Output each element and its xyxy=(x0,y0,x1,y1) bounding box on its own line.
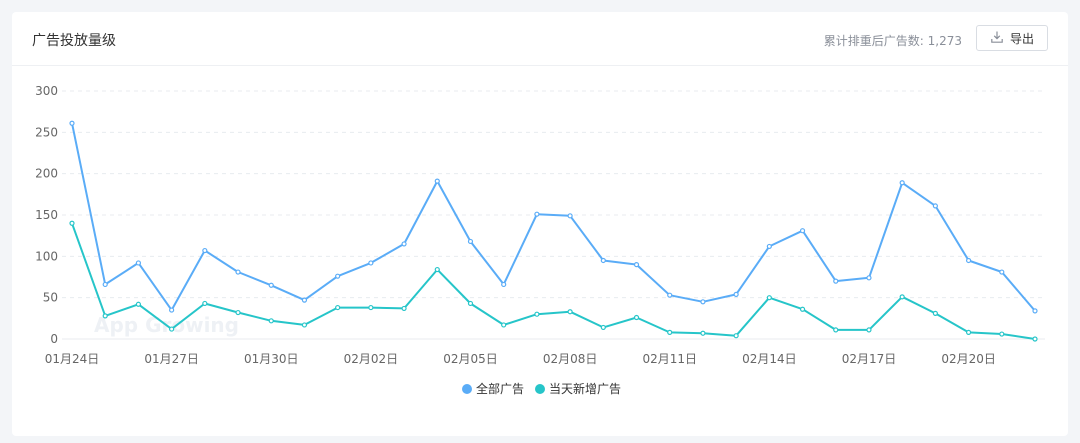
y-tick-label: 150 xyxy=(35,208,58,222)
data-point xyxy=(368,260,374,266)
data-point xyxy=(999,269,1005,275)
data-point xyxy=(467,300,474,307)
data-point xyxy=(202,300,208,307)
data-point xyxy=(700,330,706,336)
card-header: 广告投放量级 累计排重后广告数: 1,273 导出 xyxy=(12,12,1068,66)
export-label: 导出 xyxy=(1009,31,1034,46)
data-point xyxy=(301,297,308,303)
data-point xyxy=(965,257,972,264)
x-tick-label: 02月02日 xyxy=(344,352,399,366)
x-tick-label: 01月27日 xyxy=(144,352,199,366)
dedup-ad-count: 累计排重后广告数: 1,273 xyxy=(823,34,962,48)
data-point xyxy=(633,314,640,321)
card-title: 广告投放量级 xyxy=(32,33,116,49)
data-point xyxy=(667,292,673,298)
data-point xyxy=(733,291,739,297)
y-tick-label: 50 xyxy=(43,291,58,305)
data-point xyxy=(1032,336,1038,342)
y-tick-label: 250 xyxy=(35,125,58,139)
data-point xyxy=(833,278,839,284)
data-point xyxy=(202,247,208,254)
data-point xyxy=(69,220,75,226)
download-icon xyxy=(990,30,1004,47)
data-point xyxy=(965,329,972,335)
data-point xyxy=(833,327,839,333)
data-point xyxy=(69,120,75,126)
y-tick-label: 100 xyxy=(35,249,58,263)
series-line xyxy=(71,122,1036,312)
y-tick-label: 200 xyxy=(35,167,58,181)
data-point xyxy=(600,324,606,331)
data-point xyxy=(700,299,706,305)
data-point xyxy=(335,304,341,311)
data-point xyxy=(135,301,142,307)
data-point xyxy=(268,318,274,324)
data-point xyxy=(401,241,407,247)
legend-label: 当天新增广告 xyxy=(549,381,621,396)
data-point xyxy=(534,211,540,217)
data-point xyxy=(135,260,142,266)
x-tick-label: 01月30日 xyxy=(244,352,299,366)
data-point xyxy=(335,273,341,279)
x-tick-label: 01月24日 xyxy=(45,352,100,366)
data-point xyxy=(932,310,938,316)
data-point xyxy=(799,228,806,234)
data-point xyxy=(401,305,407,312)
x-tick-label: 02月05日 xyxy=(443,352,498,366)
data-point xyxy=(567,213,573,219)
data-point xyxy=(799,306,806,312)
data-point xyxy=(999,331,1005,337)
x-tick-label: 02月20日 xyxy=(941,352,996,366)
y-tick-label: 300 xyxy=(35,84,58,98)
data-point xyxy=(766,243,772,250)
chart-card: 广告投放量级 累计排重后广告数: 1,273 导出 App Growing 0 50… xyxy=(12,12,1068,436)
data-point xyxy=(866,275,872,281)
export-button[interactable]: 导出 xyxy=(976,25,1048,51)
data-point xyxy=(434,266,440,273)
legend-label: 全部广告 xyxy=(476,381,524,396)
legend-marker xyxy=(535,384,545,394)
data-point xyxy=(534,311,540,317)
data-point xyxy=(102,281,108,288)
data-point xyxy=(268,282,274,288)
data-point xyxy=(899,294,905,300)
data-point xyxy=(766,295,772,301)
x-tick-label: 02月08日 xyxy=(543,352,598,366)
data-point xyxy=(866,327,872,333)
x-tick-label: 02月11日 xyxy=(642,352,697,366)
series-line xyxy=(71,222,1036,340)
data-point xyxy=(733,333,739,339)
data-point xyxy=(467,238,474,245)
x-tick-label: 02月17日 xyxy=(842,352,897,366)
data-point xyxy=(633,262,640,268)
data-point xyxy=(501,281,507,288)
data-point xyxy=(600,257,606,264)
data-point xyxy=(235,269,241,275)
legend-marker xyxy=(462,384,472,394)
x-tick-label: 02月14日 xyxy=(742,352,797,366)
data-point xyxy=(1032,308,1038,314)
data-point xyxy=(567,309,573,315)
data-point xyxy=(899,180,905,186)
data-point xyxy=(501,322,507,328)
data-point xyxy=(102,313,108,319)
y-tick-label: 0 xyxy=(50,332,58,346)
data-point xyxy=(235,309,241,316)
data-point xyxy=(301,322,308,328)
data-point xyxy=(667,329,673,335)
data-point xyxy=(932,203,938,209)
data-point xyxy=(434,178,440,184)
data-point xyxy=(368,304,374,311)
data-point xyxy=(169,326,175,332)
data-point xyxy=(169,307,175,313)
